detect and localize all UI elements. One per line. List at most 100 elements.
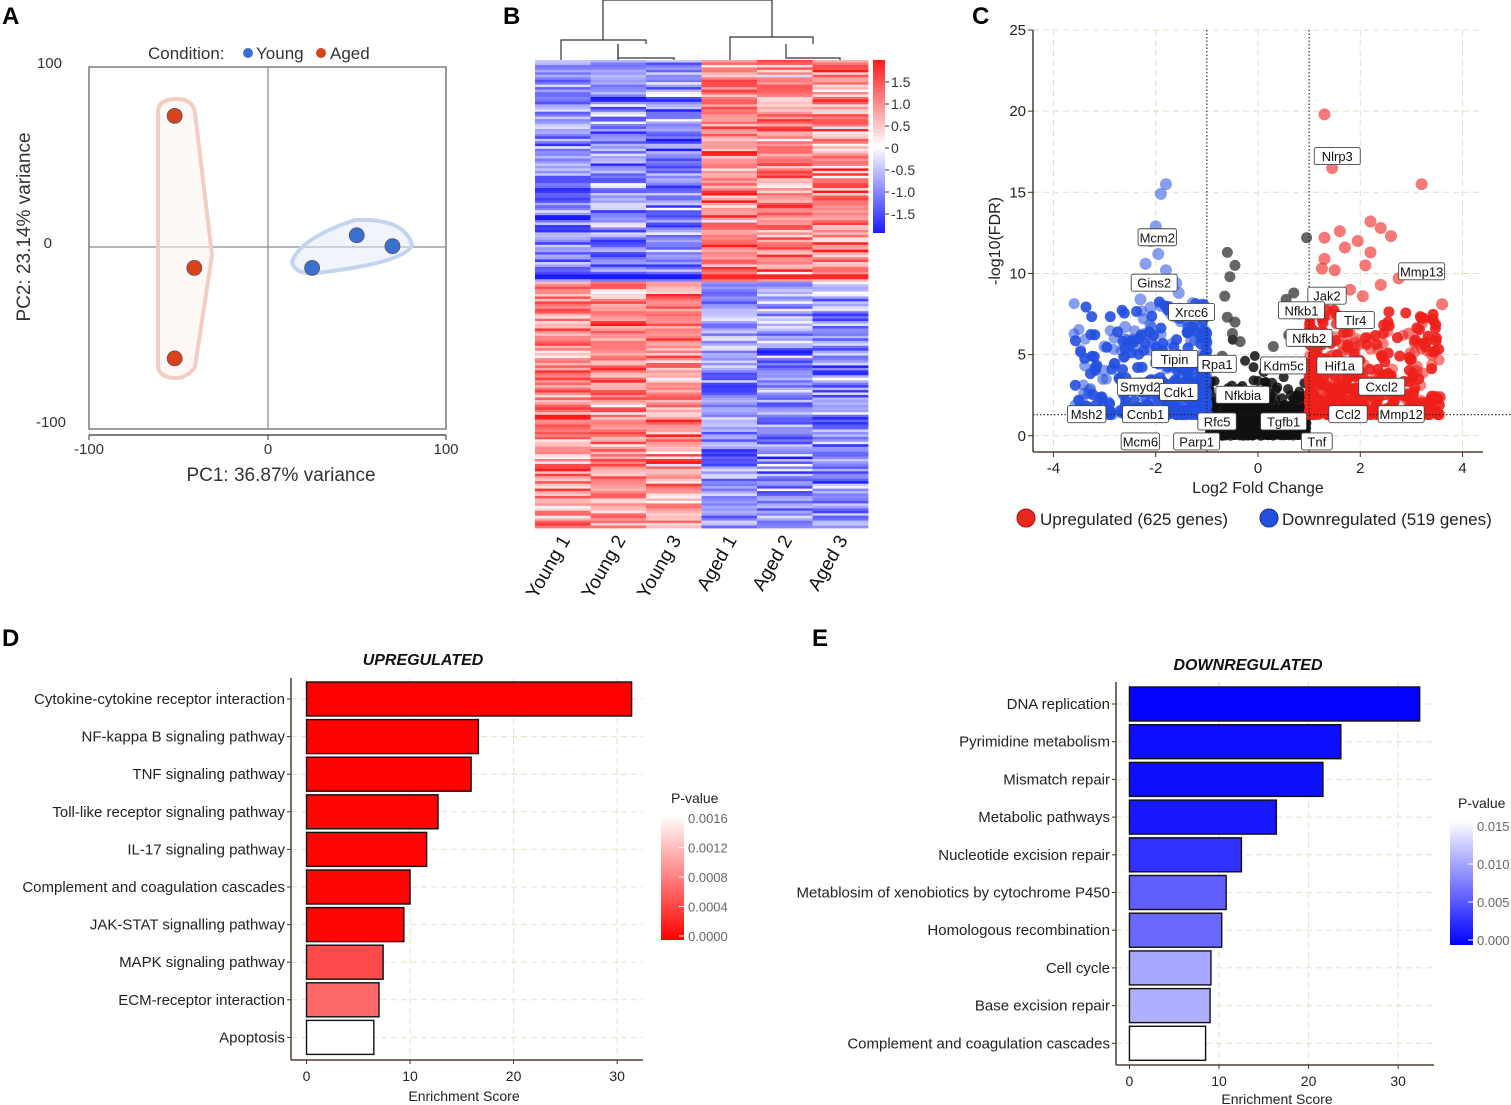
heatmap-cell	[535, 340, 591, 344]
heatmap-cell	[646, 229, 702, 233]
heatmap-cell	[590, 257, 647, 260]
volcano-gene-label: Nfkbia	[1215, 385, 1270, 404]
heatmap-cell	[590, 427, 647, 430]
volcano-point-ns	[1249, 403, 1260, 414]
heatmap-cell	[701, 249, 758, 253]
volcano-gene-label: Tgfb1	[1260, 412, 1308, 431]
heatmap-cell	[535, 234, 591, 238]
upregulated-bar	[305, 1019, 375, 1056]
heatmap-cell	[701, 318, 758, 322]
upregulated-bar	[305, 906, 405, 943]
heatmap-cell	[812, 360, 869, 364]
heatmap-cell	[701, 261, 758, 265]
heatmap-cell	[535, 151, 591, 154]
heatmap-cell	[757, 69, 813, 73]
heatmap-cell	[757, 488, 813, 492]
heatmap-cell	[535, 335, 591, 339]
volcano-gene-label-box	[1316, 356, 1364, 375]
heatmap-cell	[646, 284, 702, 288]
heatmap-cell	[701, 244, 758, 248]
heatmap-cell	[701, 284, 758, 288]
heatmap-cell	[535, 362, 591, 366]
volcano-gene-label-box	[1168, 302, 1215, 321]
heatmap-cell	[701, 311, 758, 315]
heatmap-cell	[646, 390, 702, 393]
heatmap-cell	[701, 294, 758, 297]
heatmap-cell	[535, 210, 591, 214]
heatmap-cell	[757, 131, 813, 135]
volcano-point-down	[1116, 364, 1128, 376]
heatmap-cell	[535, 434, 591, 438]
heatmap-cell	[701, 247, 758, 251]
heatmap-cell	[812, 158, 869, 162]
heatmap-cell	[701, 355, 758, 359]
heatmap-cell	[757, 60, 813, 63]
heatmap-cell	[590, 419, 647, 423]
heatmap-cell	[646, 503, 702, 507]
heatmap-cell	[590, 498, 647, 502]
heatmap-cell	[590, 382, 647, 386]
upregulated-legend-colorbar	[661, 815, 684, 940]
heatmap-cell	[646, 138, 702, 142]
heatmap-cell	[646, 99, 702, 103]
heatmap-cell	[535, 96, 591, 100]
heatmap-cell	[535, 217, 591, 221]
heatmap-cell	[812, 367, 869, 371]
volcano-legend-down-label: Downregulated (519 genes)	[1282, 510, 1492, 529]
heatmap-cell	[701, 375, 758, 379]
heatmap-cell	[812, 165, 869, 169]
heatmap-cell	[590, 503, 647, 507]
heatmap-cell	[701, 87, 758, 90]
heatmap-cell	[535, 205, 591, 209]
heatmap-cell	[646, 348, 702, 352]
heatmap-cell	[701, 281, 758, 285]
heatmap-cell	[812, 67, 869, 71]
heatmap-cell	[701, 72, 758, 76]
heatmap-cell	[701, 200, 758, 204]
heatmap-cell	[701, 372, 758, 376]
heatmap-cell	[535, 227, 591, 231]
heatmap-cell	[646, 168, 702, 172]
volcano-gene-label-text: Nlrp3	[1322, 149, 1353, 164]
heatmap-cell	[646, 89, 702, 93]
heatmap-cell	[701, 382, 758, 386]
heatmap-cell	[590, 335, 647, 339]
heatmap-cell	[535, 488, 591, 492]
heatmap-cell	[701, 296, 758, 300]
heatmap-cell	[701, 525, 758, 529]
volcano-gene-label: Msh2	[1067, 405, 1107, 424]
volcano-gene-label-text: Mcm2	[1140, 230, 1175, 245]
volcano-point-up	[1402, 327, 1415, 340]
heatmap-cell	[757, 510, 813, 514]
volcano-gene-label: Cxcl2	[1358, 377, 1406, 396]
heatmap-cell	[812, 64, 869, 68]
heatmap-cell	[646, 461, 702, 465]
heatmap-cell	[646, 242, 702, 246]
heatmap-cell	[646, 392, 702, 396]
heatmap-scale-tick: -1.0	[891, 184, 915, 200]
heatmap-cell	[646, 333, 702, 337]
heatmap-cell	[757, 254, 813, 258]
heatmap-cell	[812, 284, 869, 288]
pca-legend-young-marker	[243, 48, 253, 58]
heatmap-cell	[590, 72, 647, 76]
heatmap-cell	[590, 232, 647, 236]
heatmap-cell	[701, 360, 758, 364]
heatmap-cell	[646, 266, 702, 270]
heatmap-column-label: Aged 1	[693, 532, 741, 595]
heatmap-cell	[812, 441, 869, 445]
volcano-gene-label: Rfc5	[1197, 412, 1237, 431]
heatmap-cell	[757, 170, 813, 174]
heatmap-cell	[701, 473, 758, 477]
volcano-point-down	[1108, 358, 1120, 370]
heatmap-cell	[812, 451, 869, 455]
heatmap-cell	[757, 217, 813, 221]
heatmap-cell	[812, 353, 869, 356]
heatmap-cell	[812, 234, 869, 238]
heatmap-cell	[701, 399, 758, 403]
upregulated-category-label: Complement and coagulation cascades	[22, 879, 285, 896]
heatmap-cell	[646, 353, 702, 356]
heatmap-cell	[535, 207, 591, 211]
heatmap-cell	[590, 252, 647, 255]
heatmap-cell	[590, 355, 647, 359]
